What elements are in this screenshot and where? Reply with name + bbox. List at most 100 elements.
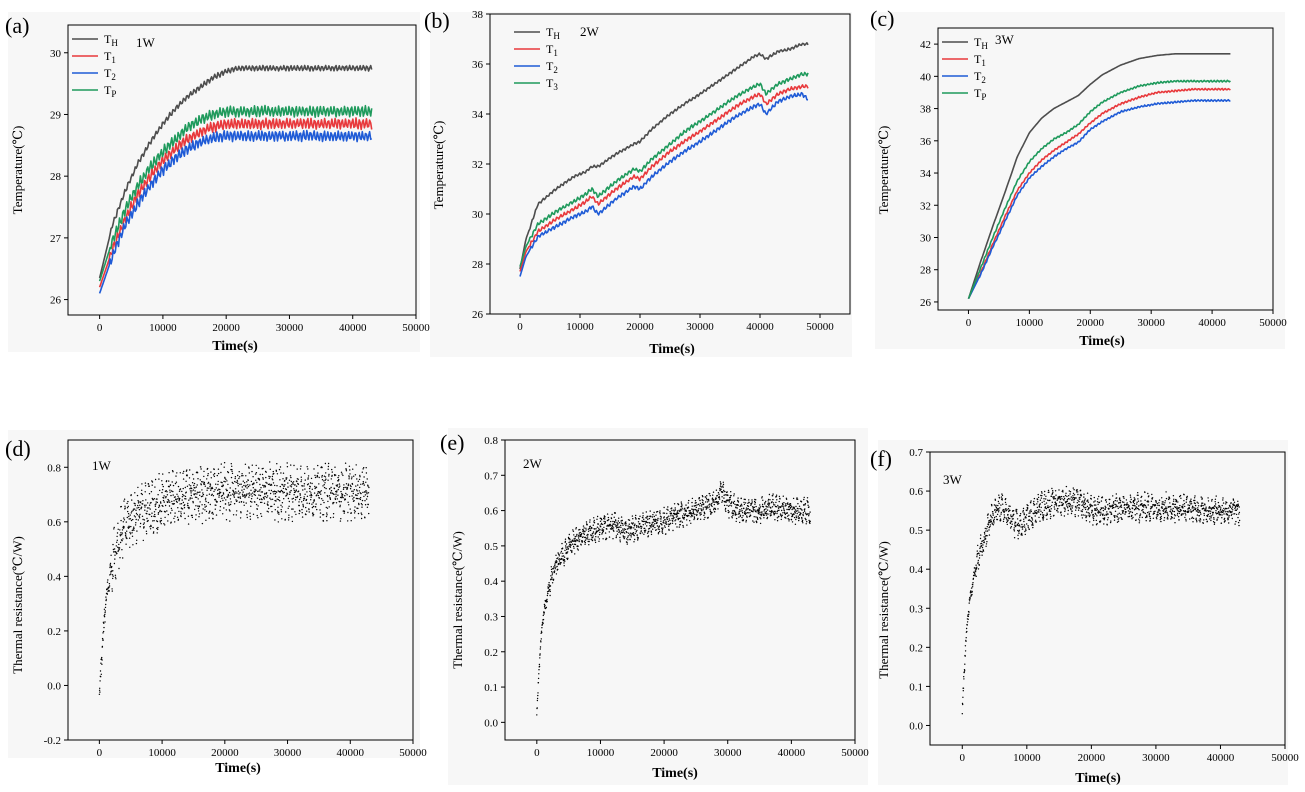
scatter-point: [759, 522, 762, 525]
scatter-point: [558, 555, 560, 557]
scatter-point: [761, 503, 764, 506]
scatter-point: [978, 552, 980, 555]
scatter-point: [1077, 515, 1080, 517]
scatter-point: [732, 502, 735, 504]
scatter-point: [1148, 495, 1150, 497]
scatter-point: [803, 498, 805, 501]
scatter-point: [719, 485, 722, 487]
scatter-point: [726, 504, 728, 507]
scatter-point: [537, 677, 540, 680]
scatter-point: [1206, 510, 1208, 512]
scatter-point: [757, 518, 759, 521]
scatter-point: [131, 532, 133, 534]
scatter-point: [1107, 513, 1109, 515]
scatter-point: [261, 501, 263, 504]
scatter-point: [102, 639, 104, 641]
scatter-point: [163, 501, 165, 503]
scatter-point: [1221, 514, 1223, 516]
scatter-point: [544, 604, 546, 607]
series-line-T2: [519, 91, 809, 277]
scatter-point: [229, 520, 231, 522]
scatter-point: [1222, 511, 1224, 513]
scatter-point: [629, 534, 631, 536]
scatter-point: [167, 520, 169, 522]
scatter-point: [104, 606, 107, 609]
scatter-point: [1083, 493, 1085, 495]
scatter-point: [563, 556, 566, 558]
scatter-point: [1151, 506, 1154, 508]
scatter-point: [167, 513, 169, 516]
scatter-point: [1024, 533, 1027, 536]
scatter-point: [1147, 504, 1149, 506]
scatter-point: [975, 575, 977, 577]
scatter-point: [975, 569, 977, 571]
scatter-point: [1059, 497, 1061, 499]
scatter-point: [288, 500, 290, 503]
scatter-point: [153, 531, 155, 533]
scatter-point: [185, 498, 187, 500]
scatter-point: [717, 503, 719, 505]
scatter-point: [1104, 508, 1107, 510]
scatter-point: [150, 501, 152, 504]
scatter-point: [242, 495, 245, 497]
scatter-point: [212, 513, 214, 515]
scatter-point: [1167, 518, 1169, 520]
scatter-point: [1037, 496, 1040, 499]
scatter-point: [973, 574, 975, 577]
scatter-point: [673, 503, 676, 505]
scatter-point: [190, 494, 192, 497]
scatter-point: [808, 515, 810, 517]
scatter-point: [578, 539, 581, 541]
scatter-point: [274, 495, 277, 498]
y-tick-label: 38: [472, 9, 484, 21]
scatter-point: [1017, 522, 1020, 524]
scatter-point: [628, 519, 631, 521]
scatter-point: [151, 512, 153, 514]
scatter-point: [776, 510, 778, 513]
scatter-point: [179, 472, 181, 474]
scatter-point: [651, 523, 653, 526]
scatter-point: [323, 484, 325, 486]
scatter-point: [780, 518, 782, 521]
scatter-point: [335, 502, 338, 504]
scatter-point: [1203, 507, 1205, 510]
scatter-point: [142, 523, 145, 525]
scatter-point: [1080, 495, 1083, 497]
scatter-point: [251, 495, 253, 497]
scatter-point: [679, 524, 681, 526]
scatter-point: [1050, 495, 1053, 497]
scatter-point: [1009, 522, 1012, 525]
scatter-point: [1045, 495, 1047, 497]
y-tick-label: 26: [472, 309, 484, 321]
scatter-point: [169, 501, 171, 503]
scatter-point: [128, 515, 130, 518]
scatter-point: [271, 511, 273, 513]
scatter-point: [109, 564, 111, 566]
scatter-point: [568, 533, 570, 536]
scatter-point: [1053, 496, 1056, 498]
scatter-point: [1021, 528, 1024, 530]
scatter-point: [550, 566, 552, 568]
scatter-point: [1088, 514, 1090, 516]
scatter-point: [1005, 498, 1007, 500]
scatter-point: [616, 530, 618, 532]
scatter-point: [563, 565, 565, 567]
scatter-point: [234, 480, 236, 483]
scatter-point: [1172, 507, 1174, 510]
scatter-point: [282, 484, 284, 486]
scatter-point: [697, 511, 699, 513]
scatter-point: [248, 496, 250, 498]
scatter-point: [1034, 519, 1037, 521]
scatter-point: [634, 532, 636, 535]
scatter-point: [596, 526, 599, 528]
scatter-point: [661, 528, 664, 531]
scatter-point: [776, 517, 779, 519]
scatter-point: [257, 490, 259, 493]
scatter-point: [695, 504, 697, 507]
scatter-point: [1073, 489, 1075, 491]
scatter-point: [763, 508, 766, 511]
scatter-point: [261, 491, 264, 493]
scatter-point: [695, 506, 697, 509]
scatter-point: [1149, 520, 1151, 522]
scatter-point: [312, 513, 315, 516]
